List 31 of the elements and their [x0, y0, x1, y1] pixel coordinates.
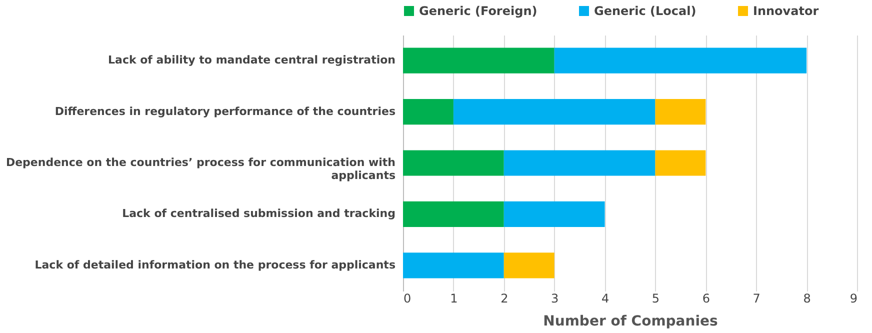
legend-label: Generic (Local)	[594, 4, 696, 18]
y-tick-label: Lack of centralised submission and tracking	[122, 207, 396, 220]
bar	[504, 150, 656, 176]
bar	[403, 99, 454, 125]
bar	[504, 252, 554, 278]
bar	[504, 201, 605, 227]
y-tick-label: Dependence on the countries’ process for communication with applicants	[6, 156, 396, 182]
x-axis-title: Number of Companies	[543, 314, 718, 330]
x-tick-label: 8	[803, 292, 811, 306]
x-tick-label: 9	[850, 292, 858, 306]
bar	[655, 150, 706, 176]
x-tick-label: 4	[601, 292, 610, 306]
bar	[403, 150, 504, 176]
bar	[655, 99, 706, 125]
bar	[453, 99, 656, 125]
y-tick-label: Lack of ability to mandate central registration	[108, 54, 396, 67]
bar	[403, 201, 504, 227]
x-tick-label: 1	[450, 292, 458, 306]
bar	[403, 48, 554, 74]
y-tick-label: Lack of detailed information on the process for applicants	[34, 258, 396, 272]
x-tick-label: 0	[404, 292, 412, 306]
y-tick-label: Differences in regulatory performance of the countries	[54, 104, 396, 118]
bar	[403, 252, 504, 278]
legend-label: Innovator	[753, 4, 819, 18]
x-tick-label: 7	[752, 292, 760, 306]
x-tick-label: 3	[551, 292, 559, 306]
legend-label: Generic (Foreign)	[419, 4, 538, 18]
x-tick-label: 6	[702, 292, 710, 306]
x-tick-label: 5	[652, 292, 660, 306]
x-tick-label: 2	[500, 292, 508, 306]
bar	[554, 48, 807, 74]
